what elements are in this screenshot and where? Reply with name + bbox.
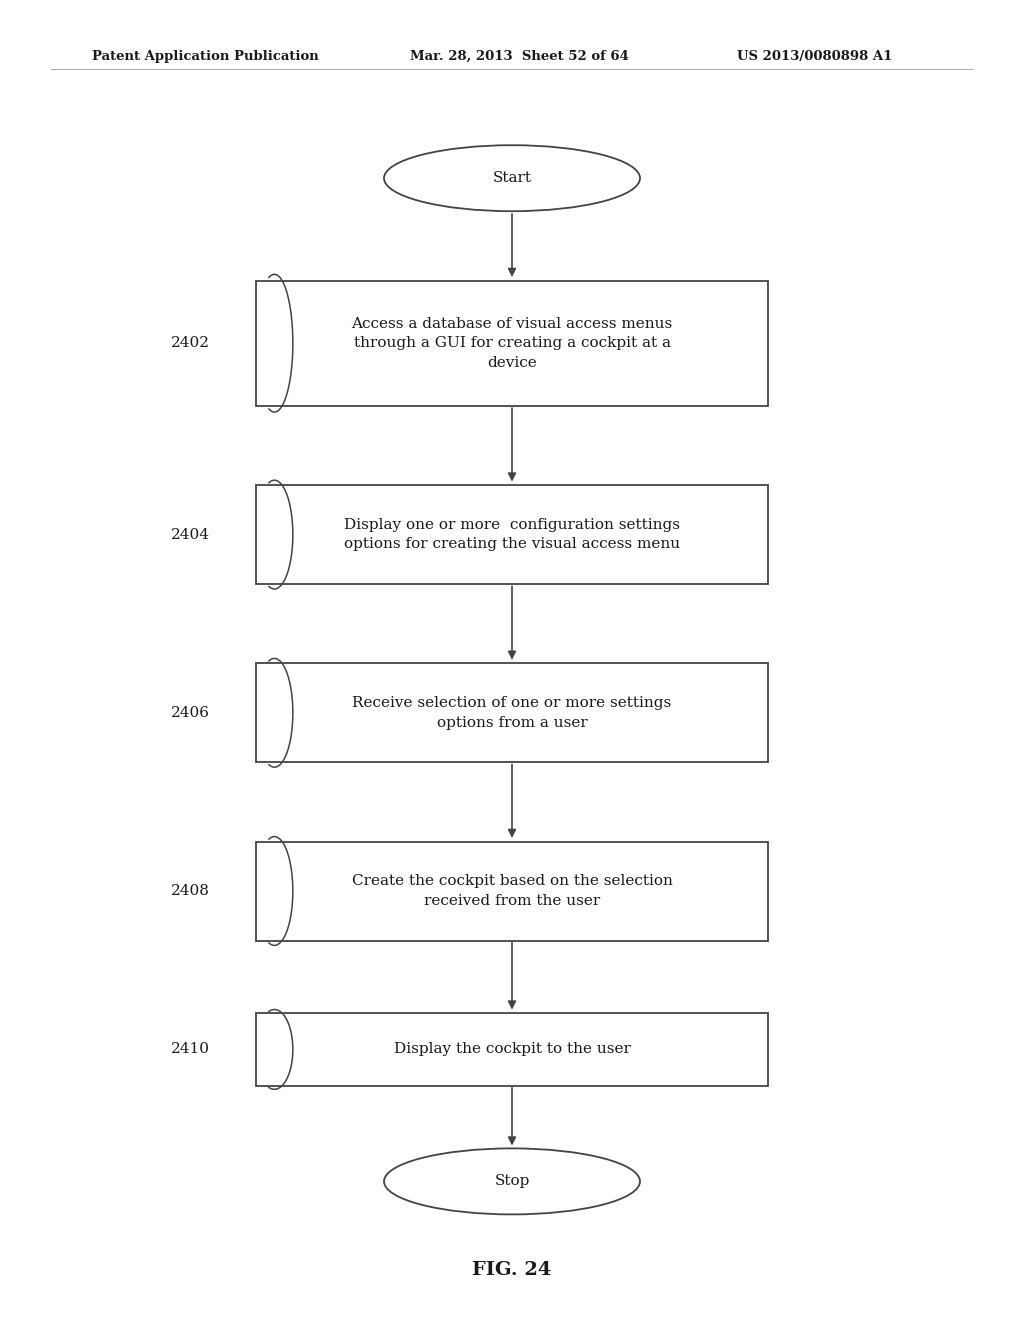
FancyBboxPatch shape	[256, 663, 768, 762]
Ellipse shape	[384, 1148, 640, 1214]
Text: Display one or more  configuration settings
options for creating the visual acce: Display one or more configuration settin…	[344, 517, 680, 552]
FancyBboxPatch shape	[256, 281, 768, 407]
FancyBboxPatch shape	[256, 842, 768, 940]
FancyBboxPatch shape	[256, 486, 768, 583]
Text: Receive selection of one or more settings
options from a user: Receive selection of one or more setting…	[352, 696, 672, 730]
Ellipse shape	[384, 145, 640, 211]
Text: 2404: 2404	[171, 528, 210, 541]
Text: 2402: 2402	[171, 337, 210, 350]
Text: Display the cockpit to the user: Display the cockpit to the user	[393, 1043, 631, 1056]
Text: 2410: 2410	[171, 1043, 210, 1056]
Text: Start: Start	[493, 172, 531, 185]
Text: US 2013/0080898 A1: US 2013/0080898 A1	[737, 50, 893, 63]
Text: Mar. 28, 2013  Sheet 52 of 64: Mar. 28, 2013 Sheet 52 of 64	[410, 50, 629, 63]
Text: Stop: Stop	[495, 1175, 529, 1188]
Text: 2408: 2408	[171, 884, 210, 898]
Text: Access a database of visual access menus
through a GUI for creating a cockpit at: Access a database of visual access menus…	[351, 317, 673, 370]
FancyBboxPatch shape	[256, 1014, 768, 1085]
Text: FIG. 24: FIG. 24	[472, 1261, 552, 1279]
Text: Patent Application Publication: Patent Application Publication	[92, 50, 318, 63]
Text: 2406: 2406	[171, 706, 210, 719]
Text: Create the cockpit based on the selection
received from the user: Create the cockpit based on the selectio…	[351, 874, 673, 908]
